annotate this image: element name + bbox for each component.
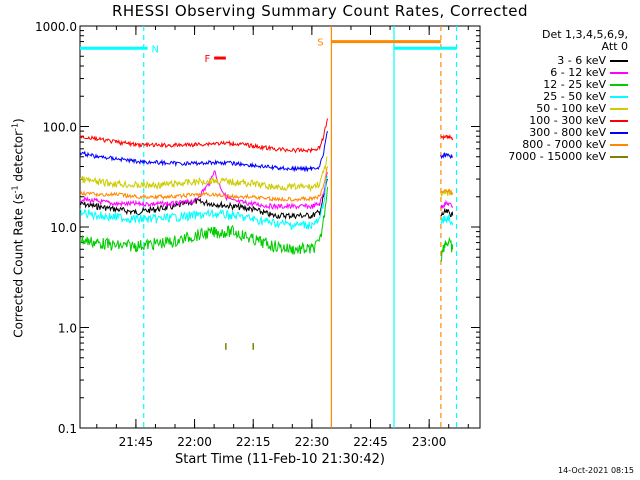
y-tick-label: 0.1 <box>58 422 77 436</box>
legend-header-attenuator: Att 0 <box>601 40 628 53</box>
series-line-50-100-kev <box>79 156 328 193</box>
legend-swatch <box>610 120 628 122</box>
series-late-segment-100-300-kev <box>440 133 454 141</box>
legend-swatch <box>610 132 628 134</box>
y-tick-label: 10.0 <box>50 221 77 235</box>
x-axis-label: Start Time (11-Feb-10 21:30:42) <box>175 452 385 467</box>
legend-entry: 12 - 25 keV <box>543 78 628 91</box>
series-late-segment-800-7000-kev <box>440 188 454 195</box>
generation-timestamp: 14-Oct-2021 08:15 <box>558 466 634 475</box>
legend-swatch <box>610 96 628 98</box>
x-tick-label: 22:30 <box>295 435 330 449</box>
x-tick-label: 22:15 <box>236 435 271 449</box>
legend-entry: 300 - 800 keV <box>529 126 628 139</box>
legend-label: 800 - 7000 keV <box>522 138 606 151</box>
annotation-n: N <box>152 44 159 55</box>
legend-swatch <box>610 108 628 110</box>
x-tick-label: 21:45 <box>119 435 154 449</box>
legend-label: 50 - 100 keV <box>536 102 606 115</box>
x-tick-label: 22:00 <box>177 435 212 449</box>
annotation-f: F <box>204 54 210 65</box>
chart-title: RHESSI Observing Summary Count Rates, Co… <box>111 2 529 20</box>
plot-frame <box>79 25 481 429</box>
annotation-s: S <box>317 38 323 49</box>
series-late-segment-6-12-kev <box>440 199 454 210</box>
legend-label: 6 - 12 keV <box>550 66 606 79</box>
legend-swatch <box>610 156 628 158</box>
legend-entry: 25 - 50 keV <box>543 90 628 103</box>
legend-header-detectors: Det 1,3,4,5,6,9, <box>541 28 628 41</box>
x-tick-label: 23:00 <box>412 435 447 449</box>
series-late-segment-25-50-kev <box>440 214 454 226</box>
series-line-300-800-kev <box>79 130 328 173</box>
legend-label: 3 - 6 keV <box>557 54 606 67</box>
y-tick-label: 100.0 <box>43 121 77 135</box>
series-line-3-6-kev <box>79 178 328 221</box>
y-tick-label: 1000.0 <box>35 20 77 34</box>
legend-label: 12 - 25 keV <box>543 78 606 91</box>
series-line-800-7000-kev <box>79 166 328 203</box>
legend-label: 100 - 300 keV <box>529 114 606 127</box>
series-late-segment-3-6-kev <box>440 207 454 218</box>
legend-swatch <box>610 144 628 146</box>
legend-label: 25 - 50 keV <box>543 90 606 103</box>
x-tick-label: 22:45 <box>353 435 388 449</box>
legend-entry: 50 - 100 keV <box>536 102 628 115</box>
legend-swatch <box>610 84 628 86</box>
legend-entry: 800 - 7000 keV <box>522 138 628 151</box>
series-line-100-300-kev <box>79 118 328 154</box>
legend-swatch <box>610 72 628 74</box>
y-tick-label: 1.0 <box>58 322 77 336</box>
legend-entry: 7000 - 15000 keV <box>508 150 628 163</box>
series-line-12-25-kev <box>79 186 328 255</box>
legend-entry: 6 - 12 keV <box>550 66 628 79</box>
legend-entry: 100 - 300 keV <box>529 114 628 127</box>
legend-label: 300 - 800 keV <box>529 126 606 139</box>
legend-label: 7000 - 15000 keV <box>508 150 606 163</box>
series-line-25-50-kev <box>79 175 328 230</box>
legend-entry: 3 - 6 keV <box>557 54 628 67</box>
series-late-segment-300-800-kev <box>440 152 454 160</box>
legend-swatch <box>610 60 628 62</box>
series-line-6-12-kev <box>79 170 328 210</box>
series-late-segment-12-25-kev <box>440 236 454 262</box>
